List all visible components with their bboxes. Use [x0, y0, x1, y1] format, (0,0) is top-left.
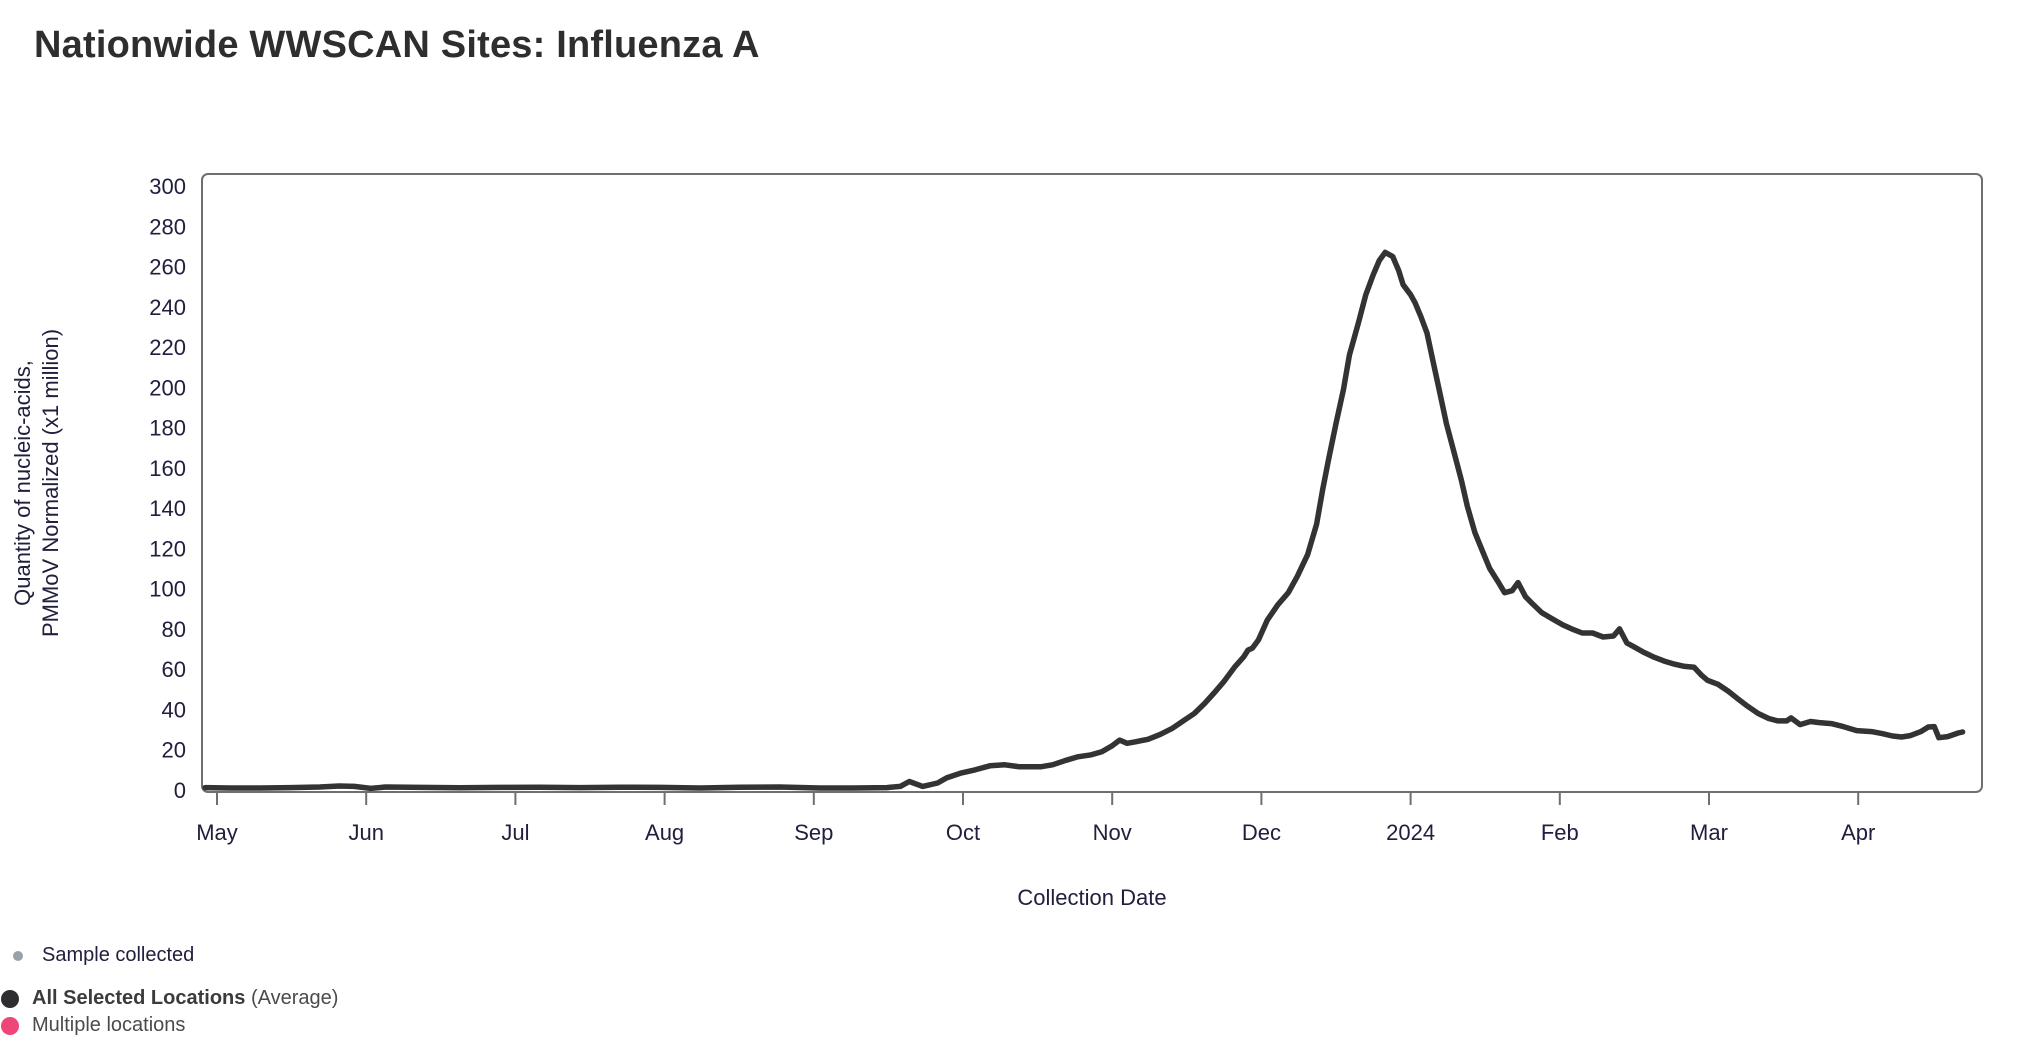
y-tick-label: 40	[162, 697, 186, 722]
y-tick-label: 280	[149, 214, 186, 239]
data-line-all-selected-locations	[202, 249, 1966, 792]
plot-border	[201, 173, 1983, 793]
legend-label: All Selected Locations	[32, 987, 246, 1009]
all-selected-locations-dot-icon	[1, 989, 19, 1008]
legend-item-multiple-locations: Multiple locations	[1, 1014, 185, 1037]
y-tick-label: 60	[162, 657, 186, 682]
x-tick-label: 2024	[1386, 820, 1435, 845]
y-tick-label: 200	[149, 375, 186, 400]
legend-item-sample-collected: Sample collected	[13, 944, 194, 967]
legend-label: Sample collected	[42, 944, 195, 966]
legend-item-all-selected-locations: All Selected Locations (Average)	[1, 987, 338, 1010]
y-axis-label-line2: PMMoV Normalized (x1 million)	[38, 329, 63, 637]
multiple-locations-dot-icon	[1, 1016, 19, 1035]
y-tick-label: 160	[149, 456, 186, 481]
y-tick-label: 240	[149, 295, 186, 320]
x-tick-label: May	[196, 820, 238, 845]
y-tick-label: 0	[174, 778, 186, 803]
y-tick-label: 120	[149, 536, 186, 561]
x-tick-label: Nov	[1093, 820, 1132, 845]
x-tick-label: Sep	[794, 820, 833, 845]
legend-label: Multiple locations	[32, 1014, 186, 1036]
y-tick-label: 300	[149, 174, 186, 199]
x-tick-label: Jun	[348, 820, 383, 845]
x-tick-label: Jul	[501, 820, 529, 845]
y-tick-label: 260	[149, 255, 186, 280]
y-axis-label-line1: Quantity of nucleic-acids,	[10, 360, 35, 606]
x-tick-label: Feb	[1541, 820, 1579, 845]
y-tick-label: 140	[149, 496, 186, 521]
y-tick-label: 100	[149, 577, 186, 602]
x-tick-label: Mar	[1690, 820, 1728, 845]
y-tick-label: 220	[149, 335, 186, 360]
x-tick-label: Apr	[1841, 820, 1875, 845]
y-tick-label: 80	[162, 617, 186, 642]
y-tick-label: 20	[162, 738, 186, 763]
page-title: Nationwide WWSCAN Sites: Influenza A	[34, 24, 760, 66]
x-axis-label: Collection Date	[1017, 885, 1166, 910]
sample-collected-dot-icon	[13, 950, 23, 961]
y-tick-label: 180	[149, 416, 186, 441]
legend-label-suffix: (Average)	[245, 987, 339, 1009]
x-tick-label: Aug	[645, 820, 684, 845]
x-tick-label: Oct	[946, 820, 980, 845]
x-tick-label: Dec	[1242, 820, 1281, 845]
